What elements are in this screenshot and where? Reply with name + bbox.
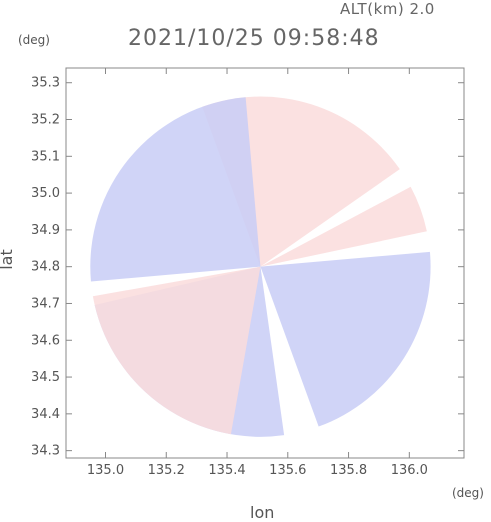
y-tick-label: 34.9 xyxy=(31,223,60,238)
velocity-sector-approaching xyxy=(90,97,261,282)
x-tick-label: 135.6 xyxy=(269,463,306,478)
y-unit-label: (deg) xyxy=(18,33,50,47)
velocity-sector-receding xyxy=(92,266,261,435)
velocity-sector-approaching xyxy=(260,251,431,427)
y-tick-label: 35.3 xyxy=(31,76,60,91)
x-tick-label: 135.8 xyxy=(330,463,367,478)
y-tick-label: 34.5 xyxy=(31,370,60,385)
y-tick-label: 35.2 xyxy=(31,113,60,128)
velocity-sector-receding xyxy=(260,186,427,267)
plot-frame xyxy=(65,67,465,459)
y-tick-label: 34.6 xyxy=(31,333,60,348)
altitude-label: ALT(km) 2.0 xyxy=(340,0,435,18)
y-tick-label: 34.4 xyxy=(31,407,60,422)
x-tick-label: 135.2 xyxy=(148,463,185,478)
timestamp-title: 2021/10/25 09:58:48 xyxy=(128,26,380,51)
y-tick-label: 35.0 xyxy=(31,186,60,201)
x-tick-label: 136.0 xyxy=(391,463,428,478)
y-tick-label: 35.1 xyxy=(31,149,60,164)
x-tick-label: 135.4 xyxy=(208,463,245,478)
y-tick-label: 34.8 xyxy=(31,260,60,275)
x-axis-label: lon xyxy=(250,503,275,522)
x-tick-label: 135.0 xyxy=(87,463,124,478)
doppler-field xyxy=(90,96,431,437)
y-axis-ticks: 34.3 34.4 34.5 34.6 34.7 34.8 34.9 35.0 35.1 35.2… xyxy=(31,76,464,459)
y-tick-label: 34.3 xyxy=(31,444,60,459)
x-axis-ticks: 135.0 135.2 135.4 135.6 135.8 136.0 xyxy=(87,68,428,478)
x-unit-label: (deg) xyxy=(452,486,484,500)
y-tick-label: 34.7 xyxy=(31,296,60,311)
